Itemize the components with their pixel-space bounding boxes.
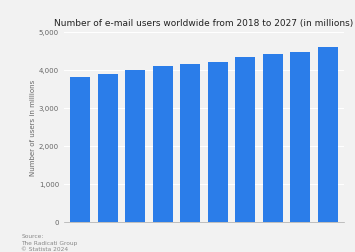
Bar [98,74,118,222]
Bar [71,77,90,222]
Text: Source:
The Radicati Group
© Statista 2024: Source: The Radicati Group © Statista 20… [21,233,78,251]
Bar [263,55,283,222]
Y-axis label: Number of users in millions: Number of users in millions [30,79,36,175]
Bar [208,63,228,222]
Bar [235,57,255,222]
Bar [180,65,200,222]
Title: Number of e-mail users worldwide from 2018 to 2027 (in millions): Number of e-mail users worldwide from 20… [55,19,354,28]
Bar [125,71,145,222]
Bar [153,67,173,222]
Bar [318,48,338,222]
Bar [290,52,310,222]
